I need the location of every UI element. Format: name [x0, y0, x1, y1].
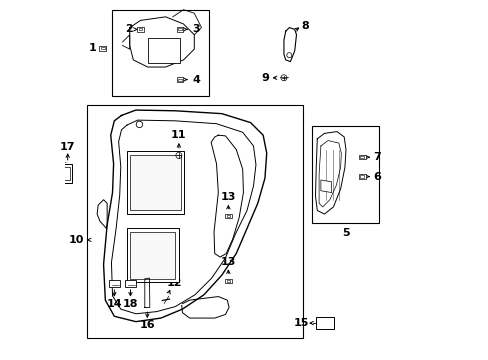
Bar [147, 39, 180, 63]
Bar [176, 77, 183, 82]
Bar [109, 280, 120, 287]
Bar [178, 78, 182, 81]
Bar [226, 280, 230, 282]
Polygon shape [320, 180, 331, 193]
Text: 12: 12 [167, 278, 183, 288]
Text: 10: 10 [69, 235, 84, 245]
Text: 1: 1 [88, 44, 96, 53]
Bar [61, 164, 72, 183]
Text: 8: 8 [301, 21, 309, 31]
Bar [358, 155, 365, 159]
Text: 11: 11 [171, 130, 186, 140]
Bar [226, 215, 230, 217]
Text: 16: 16 [139, 320, 155, 330]
Bar [224, 214, 231, 218]
Bar [316, 318, 333, 329]
Bar [62, 167, 70, 180]
Text: 5: 5 [341, 228, 349, 238]
Text: 3: 3 [192, 24, 200, 35]
Bar [125, 280, 136, 287]
Text: 7: 7 [373, 152, 381, 162]
Bar [176, 27, 183, 32]
Bar [130, 232, 175, 279]
Bar [360, 175, 363, 177]
Bar [99, 46, 106, 50]
Bar [126, 151, 184, 214]
Bar [311, 126, 379, 223]
Bar [130, 155, 180, 211]
Bar [137, 27, 143, 32]
Text: 14: 14 [106, 299, 122, 309]
Bar [224, 279, 231, 283]
Text: 13: 13 [220, 257, 236, 267]
Bar [139, 28, 142, 31]
Bar [101, 47, 104, 49]
Bar [358, 174, 365, 179]
Text: 2: 2 [124, 24, 132, 35]
Bar [87, 105, 302, 338]
Text: 6: 6 [373, 172, 381, 181]
Bar [126, 228, 179, 282]
Bar [178, 28, 182, 31]
Text: 4: 4 [192, 75, 200, 85]
Bar [360, 156, 363, 158]
Text: 17: 17 [60, 141, 75, 152]
Text: 9: 9 [261, 73, 268, 83]
Text: 18: 18 [122, 299, 138, 309]
Text: 13: 13 [220, 192, 236, 202]
Bar [112, 10, 208, 96]
Text: 15: 15 [293, 318, 308, 328]
